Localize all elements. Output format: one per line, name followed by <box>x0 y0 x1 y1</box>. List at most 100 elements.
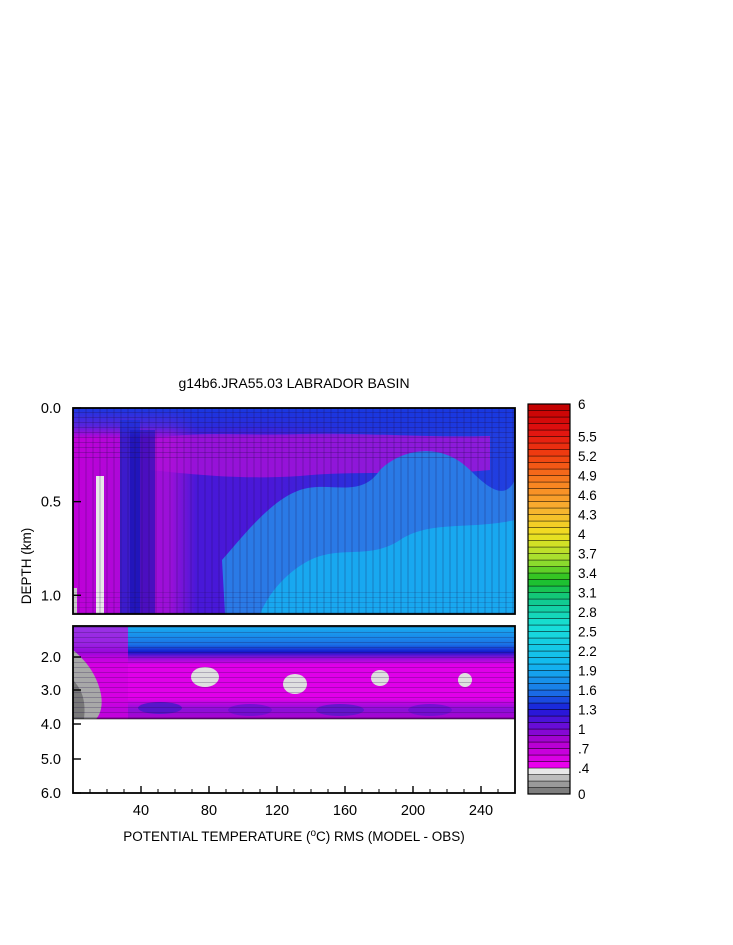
y-tick-label: 4.0 <box>41 717 61 733</box>
x-tick-label: 160 <box>333 803 357 819</box>
colorbar-label: .7 <box>578 742 589 757</box>
colorbar-band <box>527 462 571 470</box>
colorbar-band <box>527 488 571 496</box>
colorbar-label: .4 <box>578 761 590 776</box>
colorbar-band <box>527 436 571 444</box>
colorbar-band <box>527 449 571 457</box>
colorbar-band <box>527 494 571 502</box>
colorbar-band <box>527 624 571 632</box>
colorbar-band <box>527 540 571 548</box>
colorbar-band <box>527 481 571 489</box>
colorbar-band <box>527 566 571 574</box>
colorbar-label: 6 <box>578 397 586 412</box>
colorbar-band <box>527 598 571 606</box>
colorbar-label: 0 <box>578 787 586 802</box>
colorbar-band <box>527 416 571 424</box>
colorbar-band <box>527 670 571 678</box>
y-tick-label: 3.0 <box>41 683 61 699</box>
colorbar-band <box>527 637 571 645</box>
colorbar-label: 5.5 <box>578 430 597 445</box>
colorbar-band <box>527 553 571 561</box>
colorbar-band <box>527 501 571 509</box>
colorbar-band <box>527 533 571 541</box>
y-axis-label: DEPTH (km) <box>19 528 34 605</box>
upper-panel-field <box>73 408 515 614</box>
colorbar-band <box>527 735 571 743</box>
colorbar-label: 3.7 <box>578 547 597 562</box>
colorbar-band <box>527 475 571 483</box>
colorbar-label: 1.3 <box>578 703 597 718</box>
colorbar-label: 5.2 <box>578 449 597 464</box>
x-tick-label: 240 <box>469 803 493 819</box>
colorbar-band <box>527 514 571 522</box>
colorbar-frame <box>527 403 571 795</box>
colorbar-label: 2.2 <box>578 644 597 659</box>
colorbar-label: 4.6 <box>578 488 597 503</box>
colorbar-band <box>527 585 571 593</box>
lower-panel <box>72 625 516 794</box>
colorbar-band <box>527 468 571 476</box>
x-tick-label: 40 <box>133 803 149 819</box>
axis-ticks: 40 80 120 160 200 240 0.0 0.5 1.0 2.0 3.0 4.0 5.0 6.0 <box>41 401 515 819</box>
colorbar-band <box>527 715 571 723</box>
colorbar-band <box>527 442 571 450</box>
colorbar-label: 4.9 <box>578 469 597 484</box>
colorbar-label: 3.4 <box>578 566 597 581</box>
colorbar-band <box>527 754 571 762</box>
colorbar-band <box>527 748 571 756</box>
colorbar-band <box>527 780 571 788</box>
colorbar-band <box>527 455 571 463</box>
y-tick-label: 2.0 <box>41 650 61 666</box>
colorbar-band <box>527 572 571 580</box>
colorbar-label: 4.3 <box>578 508 597 523</box>
colorbar-band <box>527 709 571 717</box>
colorbar-band <box>527 650 571 658</box>
colorbar-band <box>527 644 571 652</box>
colorbar-band <box>527 631 571 639</box>
colorbar-band <box>527 689 571 697</box>
x-tick-label: 80 <box>201 803 217 819</box>
colorbar-label: 1.6 <box>578 683 597 698</box>
colorbar-band <box>527 520 571 528</box>
y-tick-label: 0.5 <box>41 495 61 511</box>
colorbar-band <box>527 683 571 691</box>
x-tick-label: 200 <box>401 803 425 819</box>
colorbar-band <box>527 527 571 535</box>
lower-panel-field <box>73 626 515 719</box>
colorbar-band <box>527 787 571 795</box>
colorbar-band <box>527 676 571 684</box>
colorbar-label: 1.9 <box>578 664 597 679</box>
colorbar-band <box>527 696 571 704</box>
chart-title: g14b6.JRA55.03 LABRADOR BASIN <box>178 375 409 391</box>
colorbar-band <box>527 728 571 736</box>
y-tick-label: 6.0 <box>41 786 61 802</box>
x-tick-label: 120 <box>265 803 289 819</box>
colorbar-band <box>527 403 571 411</box>
colorbar-band <box>527 618 571 626</box>
colorbar-label: 3.1 <box>578 586 597 601</box>
colorbar-band <box>527 507 571 515</box>
colorbar-label: 4 <box>578 527 586 542</box>
colorbar-label: 2.5 <box>578 625 597 640</box>
colorbar-band <box>527 761 571 769</box>
colorbar: 6 5.5 5.2 4.9 4.6 4.3 4 3.7 3.4 3.1 2.8 2.5 2.2 1.9 1.… <box>527 397 597 802</box>
x-axis-label: POTENTIAL TEMPERATURE (oC) RMS (MODEL - … <box>123 828 465 844</box>
colorbar-band <box>527 774 571 782</box>
y-tick-label: 5.0 <box>41 752 61 768</box>
colorbar-band <box>527 410 571 418</box>
colorbar-band <box>527 722 571 730</box>
colorbar-band <box>527 559 571 567</box>
colorbar-label: 2.8 <box>578 605 597 620</box>
colorbar-band <box>527 702 571 710</box>
upper-panel <box>72 407 516 615</box>
colorbar-band <box>527 767 571 775</box>
upper-panel-frame <box>72 407 516 615</box>
colorbar-band <box>527 741 571 749</box>
colorbar-band <box>527 546 571 554</box>
colorbar-label: 1 <box>578 722 586 737</box>
y-tick-label: 0.0 <box>41 401 61 417</box>
colorbar-band <box>527 605 571 613</box>
colorbar-band <box>527 657 571 665</box>
colorbar-band <box>527 429 571 437</box>
